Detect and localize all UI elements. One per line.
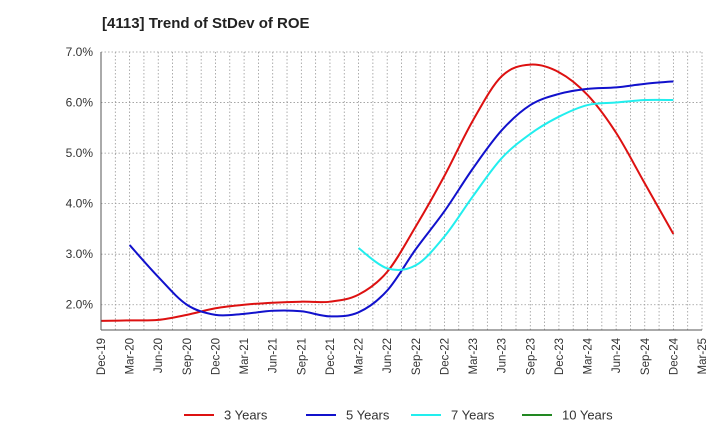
plot-background: [101, 52, 702, 330]
y-tick-label: 7.0%: [66, 45, 94, 59]
x-tick-label: Jun-23: [497, 338, 509, 373]
x-tick-label: Jun-24: [611, 337, 623, 373]
x-tick-label: Dec-20: [210, 338, 222, 375]
x-tick-label: Dec-22: [439, 338, 451, 375]
legend-item-10-years-label: 10 Years: [562, 408, 613, 423]
x-tick-label: Jun-21: [268, 338, 280, 373]
y-tick-label: 4.0%: [66, 197, 94, 211]
x-tick-label: Sep-20: [182, 338, 194, 375]
x-tick-label: Mar-25: [697, 338, 709, 374]
x-tick-label: Dec-24: [668, 337, 680, 375]
series-layer: [100, 63, 675, 322]
y-axis-ticks: 2.0% 3.0% 4.0% 5.0% 6.0% 7.0%: [66, 45, 94, 312]
series-line-3-years: [100, 63, 675, 322]
x-tick-label: Jun-22: [382, 338, 394, 373]
x-tick-label: Dec-19: [96, 338, 108, 375]
plot-area: [101, 52, 702, 330]
x-tick-label: Mar-20: [125, 338, 137, 374]
x-tick-label: Mar-24: [583, 337, 595, 374]
x-tick-label: Mar-21: [239, 338, 251, 374]
x-tick-label: Mar-22: [354, 338, 366, 374]
y-tick-label: 3.0%: [66, 247, 94, 261]
x-axis-ticks: Dec-19 Mar-20 Jun-20 Sep-20 Dec-20 Mar-21 Jun-…: [96, 337, 709, 375]
legend-item-5-years-label: 5 Years: [346, 408, 390, 423]
legend: 3 Years 5 Years 7 Years 10 Years: [184, 408, 613, 423]
x-tick-label: Sep-22: [411, 338, 423, 375]
x-tick-label: Sep-24: [640, 337, 652, 375]
legend-item-7-years-label: 7 Years: [451, 408, 495, 423]
y-tick-label: 2.0%: [66, 298, 94, 312]
x-tick-label: Mar-23: [468, 338, 480, 374]
gridlines: [100, 51, 703, 330]
x-tick-label: Jun-20: [153, 338, 165, 373]
chart-title: [4113] Trend of StDev of ROE: [102, 15, 310, 32]
x-tick-label: Sep-23: [525, 338, 537, 375]
axes: [100, 52, 702, 331]
y-tick-label: 5.0%: [66, 146, 94, 160]
x-tick-label: Dec-23: [554, 338, 566, 375]
legend-item-3-years-label: 3 Years: [224, 408, 268, 423]
x-tick-label: Sep-21: [296, 338, 308, 375]
series-line-7-years: [357, 98, 674, 272]
y-tick-label: 6.0%: [66, 96, 94, 110]
x-tick-label: Dec-21: [325, 338, 337, 375]
